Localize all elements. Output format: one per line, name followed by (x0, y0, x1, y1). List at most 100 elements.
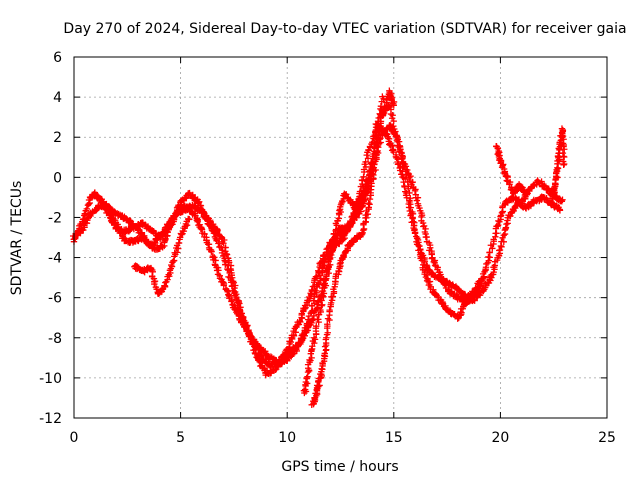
data-point-marker (374, 131, 382, 139)
data-point-marker (441, 281, 448, 288)
data-point-marker (326, 252, 333, 260)
axis-ticks (73, 56, 608, 419)
data-point-marker (316, 382, 323, 389)
data-point-marker (393, 154, 400, 161)
x-tick-label: 0 (70, 430, 79, 446)
data-point-marker (379, 93, 386, 100)
y-tick-label: 0 (53, 170, 62, 186)
chart-title: Day 270 of 2024, Sidereal Day-to-day VTE… (63, 21, 626, 37)
data-point-marker (319, 287, 327, 295)
data-point-marker (420, 222, 428, 230)
data-point-marker (310, 334, 318, 341)
data-point-marker (308, 286, 316, 294)
data-point-marker (336, 207, 343, 214)
data-point-marker (225, 266, 232, 274)
data-point-marker (235, 298, 243, 306)
data-point-marker (175, 239, 182, 247)
data-point-marker (308, 354, 315, 362)
data-point-marker (314, 267, 322, 274)
data-point-marker (228, 279, 235, 286)
data-point-marker (223, 251, 231, 258)
data-point-marker (247, 332, 255, 340)
data-point-marker (326, 261, 334, 269)
data-point-marker (485, 253, 492, 261)
data-point-marker (507, 212, 514, 220)
y-tick-label: -4 (48, 251, 62, 267)
data-point-marker (411, 229, 419, 236)
y-tick-label: -12 (39, 411, 62, 427)
data-point-marker (489, 245, 496, 252)
data-point-marker (372, 166, 379, 174)
data-point-marker (329, 293, 337, 300)
y-tick-labels: -12 -10 -8 -6 -4 -2 0 2 4 6 (39, 50, 62, 427)
data-point-marker (287, 338, 295, 346)
data-point-marker (228, 283, 236, 290)
data-point-marker (381, 103, 388, 111)
y-tick-label: 4 (53, 90, 62, 106)
data-point-marker (323, 334, 330, 341)
data-point-marker (336, 260, 344, 268)
data-point-marker (503, 220, 510, 228)
data-point-marker (398, 149, 405, 156)
data-point-marker (561, 146, 568, 153)
data-point-marker (368, 180, 375, 187)
series-4 (131, 215, 193, 297)
data-point-marker (387, 122, 394, 130)
data-point-marker (324, 321, 331, 328)
data-point-marker (324, 315, 332, 322)
plot-frame (73, 56, 608, 419)
data-point-marker (500, 232, 507, 239)
series-3 (96, 121, 487, 368)
data-point-marker (430, 258, 437, 266)
y-tick-label: -10 (39, 371, 62, 387)
data-point-marker (360, 196, 367, 203)
data-point-marker (486, 249, 493, 256)
data-point-marker (329, 243, 336, 251)
data-point-marker (496, 246, 504, 254)
data-point-marker (402, 188, 409, 195)
series-7 (493, 143, 531, 198)
data-point-marker (406, 197, 413, 204)
data-point-marker (556, 207, 564, 214)
data-point-marker (326, 306, 333, 314)
data-point-marker (180, 227, 188, 235)
data-point-marker (354, 205, 362, 213)
data-point-marker (414, 194, 422, 201)
data-point-marker (321, 343, 329, 350)
data-point-marker (312, 273, 320, 280)
data-point-marker (508, 185, 515, 193)
data-point-marker (302, 378, 310, 386)
data-point-marker (105, 211, 113, 218)
data-point-marker (364, 210, 372, 218)
data-point-marker (213, 236, 221, 244)
data-point-marker (197, 225, 205, 232)
data-point-marker (102, 206, 110, 213)
data-point-marker (541, 182, 548, 189)
y-tick-label: -2 (48, 210, 62, 226)
x-tick-label: 20 (491, 430, 509, 446)
data-point-marker (390, 100, 397, 107)
y-tick-label: 2 (53, 130, 62, 146)
data-point-marker (173, 249, 181, 256)
x-tick-label: 5 (176, 430, 185, 446)
data-point-marker (231, 292, 239, 299)
data-point-marker (480, 274, 487, 281)
data-point-marker (328, 297, 336, 304)
data-point-marker (362, 158, 369, 166)
data-point-marker (313, 322, 320, 330)
data-point-marker (218, 249, 226, 257)
y-axis-label: SDTVAR / TECUs (9, 181, 25, 296)
data-point-marker (438, 275, 446, 282)
data-point-marker (365, 199, 372, 207)
data-point-marker (418, 257, 426, 264)
data-point-marker (324, 265, 331, 273)
data-point-marker (221, 236, 228, 244)
data-point-marker (319, 301, 326, 308)
data-point-marker (398, 155, 405, 163)
data-point-marker (208, 248, 215, 255)
x-axis-label: GPS time / hours (281, 459, 398, 475)
data-point-marker (523, 191, 531, 198)
data-point-marker (81, 210, 89, 217)
data-point-marker (321, 350, 329, 357)
